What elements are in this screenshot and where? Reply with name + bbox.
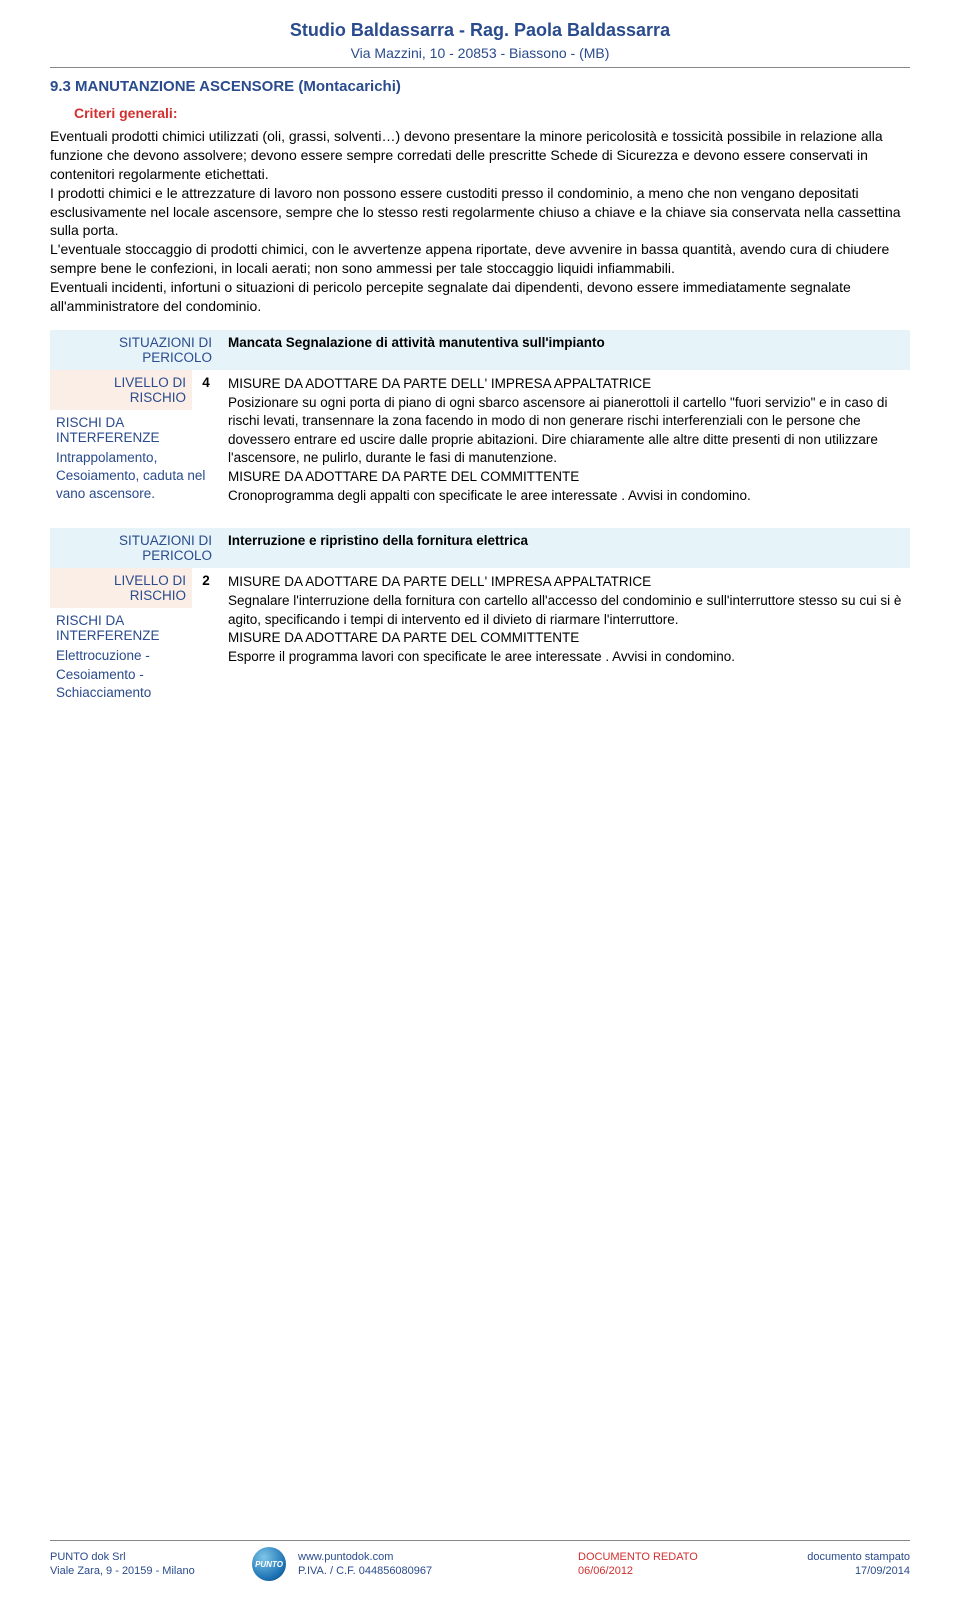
header-divider	[50, 67, 910, 68]
header-title: Studio Baldassarra - Rag. Paola Baldassa…	[50, 20, 910, 41]
risk1-level: 4	[192, 370, 220, 410]
footer-divider	[50, 1540, 910, 1541]
rischi-da-label: RISCHI DA INTERFERENZE	[50, 410, 220, 447]
footer-company: PUNTO dok Srl	[50, 1550, 240, 1564]
risk-block-2: SITUAZIONI DI PERICOLO Interruzione e ri…	[50, 528, 910, 707]
risk2-title: Interruzione e ripristino della fornitur…	[220, 528, 910, 568]
situazioni-label: SITUAZIONI DI PERICOLO	[50, 330, 220, 370]
footer-piva: P.IVA. / C.F. 044856080967	[298, 1564, 488, 1578]
risk2-interference: Elettrocuzione - Cesoiamento - Schiaccia…	[50, 645, 220, 707]
footer-doc-label: DOCUMENTO REDATO	[578, 1550, 758, 1564]
footer-web: www.puntodok.com	[298, 1550, 488, 1564]
situazioni-label-2: SITUAZIONI DI PERICOLO	[50, 528, 220, 568]
risk2-measures: MISURE DA ADOTTARE DA PARTE DELL' IMPRES…	[220, 568, 910, 707]
risk1-measures: MISURE DA ADOTTARE DA PARTE DELL' IMPRES…	[220, 370, 910, 510]
footer-logo-icon: PUNTO	[252, 1547, 286, 1581]
risk1-interference: Intrappolamento, Cesoiamento, caduta nel…	[50, 447, 220, 509]
footer-print-date: 17/09/2014	[770, 1564, 910, 1578]
section-body: Eventuali prodotti chimici utilizzati (o…	[50, 127, 910, 316]
rischi-da-label-2: RISCHI DA INTERFERENZE	[50, 608, 220, 645]
risk2-level: 2	[192, 568, 220, 608]
footer-doc-date: 06/06/2012	[578, 1564, 758, 1578]
risk-block-1: SITUAZIONI DI PERICOLO Mancata Segnalazi…	[50, 330, 910, 510]
risk1-title: Mancata Segnalazione di attività manuten…	[220, 330, 910, 370]
footer-print-label: documento stampato	[770, 1550, 910, 1564]
header-subtitle: Via Mazzini, 10 - 20853 - Biassono - (MB…	[50, 45, 910, 61]
section-heading: 9.3 MANUTANZIONE ASCENSORE (Montacarichi…	[50, 78, 910, 95]
livello-label: LIVELLO DI RISCHIO	[50, 370, 192, 410]
page-footer: PUNTO dok Srl Viale Zara, 9 - 20159 - Mi…	[50, 1540, 910, 1581]
criteria-label: Criteri generali:	[74, 105, 910, 121]
livello-label-2: LIVELLO DI RISCHIO	[50, 568, 192, 608]
footer-address: Viale Zara, 9 - 20159 - Milano	[50, 1564, 240, 1578]
